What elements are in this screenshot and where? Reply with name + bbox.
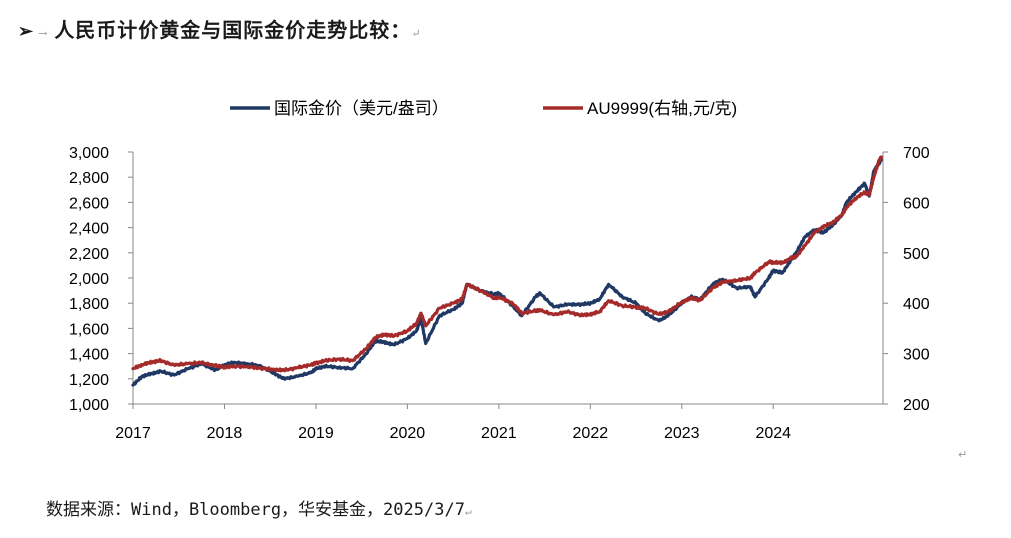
x-tick-label: 2018 [207, 425, 243, 442]
left-tick-label: 2,800 [69, 170, 109, 187]
right-tick-label: 700 [903, 145, 930, 162]
legend-label-au9999: AU9999(右轴,元/克) [587, 99, 737, 118]
left-tick-label: 1,200 [69, 372, 109, 389]
data-source-note: 数据来源：Wind，Bloomberg，华安基金，2025/3/7↵ [46, 495, 472, 520]
left-tick-label: 2,200 [69, 246, 109, 263]
left-tick-label: 1,600 [69, 321, 109, 338]
right-tick-label: 200 [903, 397, 930, 414]
left-tick-label: 2,400 [69, 221, 109, 238]
right-tick-label: 600 [903, 195, 930, 212]
right-tick-label: 500 [903, 246, 930, 263]
left-tick-label: 1,400 [69, 347, 109, 364]
left-tick-label: 3,000 [69, 145, 109, 162]
x-tick-label: 2024 [755, 425, 791, 442]
x-tick-label: 2021 [481, 425, 517, 442]
tab-mark: → [38, 27, 49, 40]
series-line-au9999 [131, 155, 883, 373]
left-tick-label: 1,800 [69, 296, 109, 313]
x-tick-label: 2019 [298, 425, 334, 442]
source-text: 数据来源：Wind，Bloomberg，华安基金，2025/3/7 [46, 500, 465, 520]
x-tick-label: 2017 [115, 425, 151, 442]
left-tick-label: 1,000 [69, 397, 109, 414]
arrow-bullet-icon: ➢ [18, 21, 35, 42]
left-tick-label: 2,000 [69, 271, 109, 288]
series-line-intl-gold [131, 157, 883, 387]
x-tick-label: 2022 [573, 425, 609, 442]
paragraph-mark: ↵ [411, 27, 422, 40]
legend-label-intl-gold: 国际金价（美元/盎司） [274, 99, 449, 118]
chart-heading: ➢ → 人民币计价黄金与国际金价走势比较：↵ [18, 14, 422, 43]
right-tick-label: 300 [903, 347, 930, 364]
x-tick-label: 2023 [664, 425, 700, 442]
heading-text: 人民币计价黄金与国际金价走势比较： [54, 18, 412, 42]
x-tick-label: 2020 [390, 425, 426, 442]
right-tick-label: 400 [903, 296, 930, 313]
paragraph-mark: ↵ [464, 505, 472, 518]
left-tick-label: 2,600 [69, 195, 109, 212]
paragraph-mark: ↵ [958, 448, 968, 461]
